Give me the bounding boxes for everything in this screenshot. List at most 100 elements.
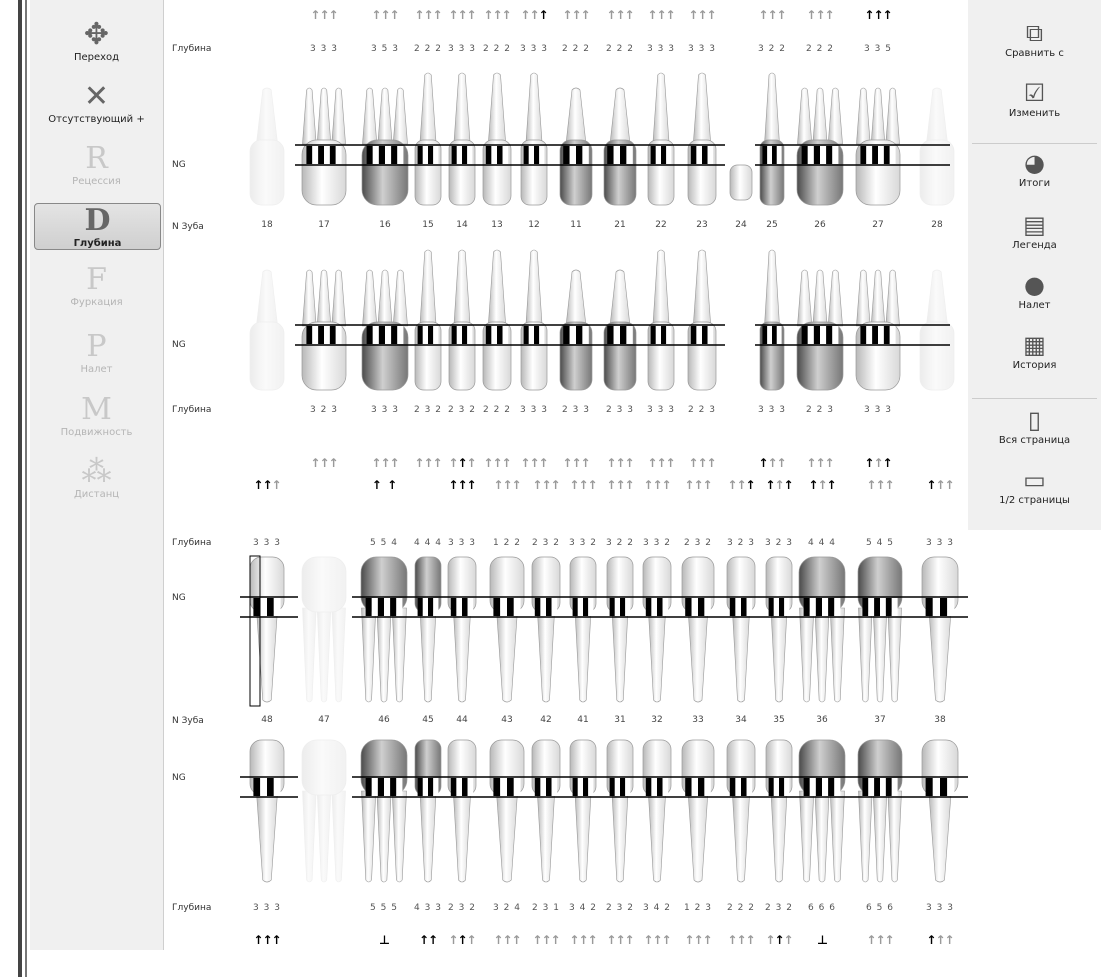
pocket-arrow-icon: ↑	[328, 8, 339, 22]
depth-value: 3 3 2	[643, 538, 671, 548]
pocket-arrow-icon: ↑	[492, 8, 502, 22]
tooth[interactable]	[765, 739, 793, 883]
furcation-f-icon: F	[86, 262, 107, 297]
tooth[interactable]	[360, 556, 408, 703]
tooth[interactable]	[520, 72, 548, 206]
pocket-arrow-icon: ↑	[562, 456, 572, 470]
tooth[interactable]	[759, 72, 785, 206]
depth-value: 2 3 2	[684, 538, 712, 548]
tool-move-arrows[interactable]: ✥ Переход	[34, 18, 159, 64]
tooth[interactable]	[301, 556, 347, 703]
pocket-arrow-icon: ↑	[935, 478, 945, 492]
tool-edit[interactable]: ☑ Изменить	[968, 78, 1101, 119]
tooth[interactable]	[414, 556, 442, 703]
pocket-arrow-icon: ↑	[606, 478, 616, 492]
pocket-arrow-icon: ↑	[767, 8, 777, 22]
tool-label: Изменить	[1008, 108, 1061, 119]
tooth[interactable]	[759, 249, 785, 391]
tooth[interactable]	[921, 739, 959, 883]
tooth[interactable]	[482, 72, 512, 206]
pocket-arrows: ↑↑↑	[765, 933, 793, 947]
tooth[interactable]	[249, 556, 285, 703]
pocket-arrow-icon: ↑	[319, 456, 329, 470]
tooth[interactable]	[249, 87, 285, 206]
tool-mobility-m[interactable]: M Подвижность	[34, 393, 159, 439]
depth-value: 5 5 5	[370, 903, 398, 913]
tooth[interactable]	[414, 739, 442, 883]
tooth[interactable]	[447, 739, 477, 883]
tool-plaque-ball[interactable]: ● Налет	[968, 270, 1101, 311]
tooth[interactable]	[681, 556, 715, 703]
pocket-arrows: ↑↑↑	[727, 933, 755, 947]
tooth[interactable]	[569, 556, 597, 703]
tool-missing-tooth-x[interactable]: ✕ Отсутствующий +	[34, 80, 159, 126]
tooth[interactable]	[448, 249, 476, 391]
tooth[interactable]	[249, 269, 285, 391]
tooth-number: 35	[773, 715, 785, 725]
tool-recession-r[interactable]: R Рецессия	[34, 142, 159, 188]
pocket-arrow-icon: ↑	[457, 456, 467, 470]
tooth[interactable]	[249, 739, 285, 883]
pocket-arrow-icon: ↑	[866, 933, 876, 947]
tooth[interactable]	[857, 556, 903, 703]
depth-value: 3 3 3	[253, 903, 281, 913]
tooth[interactable]	[726, 556, 756, 703]
tooth[interactable]	[489, 556, 525, 703]
tooth[interactable]	[569, 739, 597, 883]
tooth[interactable]	[447, 556, 477, 703]
pocket-arrow-icon: ↑	[776, 8, 787, 22]
tool-compare[interactable]: ⧉ Сравнить с	[968, 18, 1101, 59]
tooth[interactable]	[647, 72, 675, 206]
tooth[interactable]	[414, 249, 442, 391]
tooth[interactable]	[606, 556, 634, 703]
tooth[interactable]	[681, 739, 715, 883]
gingival-band	[572, 778, 594, 796]
tooth[interactable]	[921, 556, 959, 703]
pocket-arrow-icon: ↑	[371, 478, 382, 492]
tooth[interactable]	[642, 739, 672, 883]
tooth[interactable]	[919, 87, 955, 206]
tool-plaque-p[interactable]: P Налет	[34, 330, 159, 376]
depth-value: 2 3 1	[532, 903, 560, 913]
tooth[interactable]	[647, 249, 675, 391]
tool-legend[interactable]: ▤ Легенда	[968, 210, 1101, 251]
gingival-band	[417, 146, 439, 164]
tooth-number: 18	[261, 220, 273, 230]
tooth[interactable]	[489, 739, 525, 883]
tooth[interactable]	[448, 72, 476, 206]
tool-half-page[interactable]: ▭ 1/2 страницы	[968, 465, 1101, 506]
tooth[interactable]	[765, 556, 793, 703]
pocket-arrow-icon: ↑	[783, 478, 794, 492]
tooth-number: 14	[456, 220, 468, 230]
tooth[interactable]	[531, 556, 561, 703]
tooth[interactable]	[919, 269, 955, 391]
tool-full-page[interactable]: ▯ Вся страница	[968, 405, 1101, 446]
tool-depth-d[interactable]: D Глубина	[34, 203, 161, 250]
tooth[interactable]	[301, 739, 347, 883]
tool-furcation-f[interactable]: F Фуркация	[34, 262, 159, 309]
tooth[interactable]	[729, 164, 753, 201]
pocket-arrow-icon: ↑	[758, 8, 768, 22]
tooth[interactable]	[798, 556, 846, 703]
tool-distance[interactable]: ⁂ Дистанц	[34, 455, 159, 501]
tooth[interactable]	[606, 739, 634, 883]
pocket-arrow-icon: ↑	[587, 933, 598, 947]
tooth[interactable]	[360, 739, 408, 883]
tooth-number: 41	[577, 715, 589, 725]
pocket-arrow-icon: ↑	[665, 456, 676, 470]
tooth[interactable]	[857, 739, 903, 883]
tooth[interactable]	[687, 249, 717, 391]
tooth[interactable]	[482, 249, 512, 391]
tooth[interactable]	[531, 739, 561, 883]
depth-value: 2 2 3	[806, 405, 834, 415]
tooth[interactable]	[726, 739, 756, 883]
tooth[interactable]	[520, 249, 548, 391]
tool-history[interactable]: ▦ История	[968, 330, 1101, 371]
tooth[interactable]	[414, 72, 442, 206]
tool-summary[interactable]: ◕ Итоги	[968, 148, 1101, 189]
tooth[interactable]	[687, 72, 717, 206]
tooth[interactable]	[798, 739, 846, 883]
selected-tooth-marker[interactable]	[249, 555, 261, 707]
pocket-arrow-icon: ↑	[571, 8, 581, 22]
tooth[interactable]	[642, 556, 672, 703]
